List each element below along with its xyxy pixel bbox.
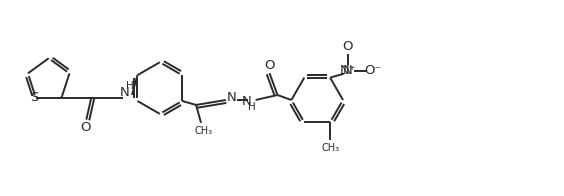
Text: O: O: [265, 59, 275, 72]
Text: H: H: [248, 102, 255, 112]
Text: O: O: [343, 40, 353, 53]
Text: N⁺: N⁺: [340, 64, 356, 77]
Text: H: H: [126, 81, 134, 91]
Text: CH₃: CH₃: [195, 126, 213, 136]
Text: O: O: [80, 121, 91, 134]
Text: CH₃: CH₃: [321, 143, 339, 153]
Text: O⁻: O⁻: [364, 64, 382, 77]
Text: N: N: [120, 86, 130, 99]
Text: N: N: [227, 92, 237, 104]
Text: N: N: [343, 64, 353, 77]
Text: S: S: [30, 91, 38, 104]
Text: N: N: [242, 95, 252, 108]
